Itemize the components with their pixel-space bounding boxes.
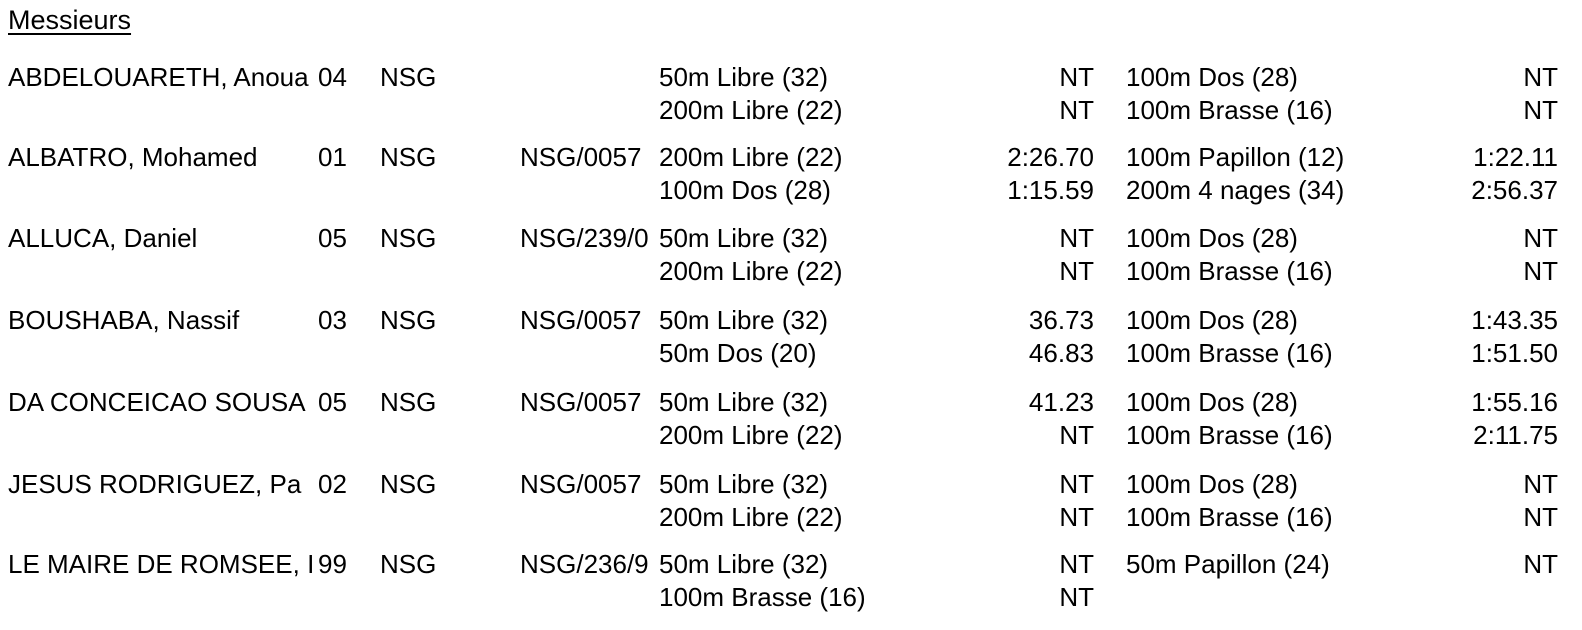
swimmer-entry: JESUS RODRIGUEZ, Pa 02 NSG NSG/0057 50m … <box>0 468 1582 538</box>
swimmer-club: NSG <box>380 305 437 335</box>
event-name: 100m Brasse (16) <box>1126 502 1333 532</box>
event-time: 2:56.37 <box>1471 175 1558 205</box>
event-time: 46.83 <box>1028 338 1094 368</box>
swimmer-age: 03 <box>318 305 347 335</box>
event-time <box>1400 581 1558 613</box>
swimmer-age: 04 <box>318 62 347 92</box>
event-time: NT <box>1059 62 1094 92</box>
event-time: 36.73 <box>1028 305 1094 335</box>
swimmer-license: NSG/236/9 <box>520 549 649 579</box>
swimmer-entry: ALLUCA, Daniel 05 NSG NSG/239/0 50m Libr… <box>0 222 1582 292</box>
swimmer-name: BOUSHABA, Nassif <box>8 305 240 335</box>
event-name: 100m Dos (28) <box>1126 387 1298 417</box>
swimmer-name: ALLUCA, Daniel <box>8 223 198 253</box>
event-time: 1:22.11 <box>1473 142 1558 172</box>
event-time: NT <box>1059 502 1094 532</box>
event-name <box>1126 581 1426 613</box>
section-title: Messieurs <box>8 5 132 35</box>
event-name: 100m Brasse (16) <box>1126 256 1333 286</box>
swimmer-age: 05 <box>318 387 347 417</box>
event-time: NT <box>1059 420 1094 450</box>
event-name: 200m Libre (22) <box>659 502 843 532</box>
event-time: 41.23 <box>1028 387 1094 417</box>
swimmer-name: DA CONCEICAO SOUSA <box>8 387 306 417</box>
event-name: 100m Brasse (16) <box>659 582 866 612</box>
event-name: 200m Libre (22) <box>659 256 843 286</box>
event-name: 50m Libre (32) <box>659 549 829 579</box>
swimmer-club: NSG <box>380 223 437 253</box>
event-time: 2:11.75 <box>1473 420 1558 450</box>
event-time: 1:55.16 <box>1471 387 1558 417</box>
swimmer-license: NSG/0057 <box>520 469 642 499</box>
event-time: 1:15.59 <box>1007 175 1094 205</box>
swimmer-club: NSG <box>380 142 437 172</box>
event-name: 200m Libre (22) <box>659 95 843 125</box>
event-name: 50m Dos (20) <box>659 338 817 368</box>
event-time: NT <box>1059 549 1094 579</box>
swimmer-entry: BOUSHABA, Nassif 03 NSG NSG/0057 50m Lib… <box>0 304 1582 374</box>
swimmer-club: NSG <box>380 387 437 417</box>
swimmer-name: ALBATRO, Mohamed <box>8 142 258 172</box>
event-time: NT <box>1059 223 1094 253</box>
swimmer-license <box>520 61 658 93</box>
event-time: 1:51.50 <box>1471 338 1558 368</box>
event-name: 50m Papillon (24) <box>1126 549 1330 579</box>
event-name: 50m Libre (32) <box>659 223 829 253</box>
event-name: 50m Libre (32) <box>659 469 829 499</box>
swimmer-license: NSG/0057 <box>520 305 642 335</box>
event-time: NT <box>1523 256 1558 286</box>
event-time: NT <box>1523 469 1558 499</box>
event-name: 50m Libre (32) <box>659 62 829 92</box>
swimmer-name: JESUS RODRIGUEZ, Pa <box>8 469 302 499</box>
event-name: 100m Papillon (12) <box>1126 142 1345 172</box>
event-time: NT <box>1523 95 1558 125</box>
swimmer-entry: LE MAIRE DE ROMSEE, I 99 NSG NSG/236/9 5… <box>0 548 1582 618</box>
event-name: 100m Dos (28) <box>659 175 831 205</box>
event-name: 50m Libre (32) <box>659 387 829 417</box>
event-name: 50m Libre (32) <box>659 305 829 335</box>
event-name: 100m Dos (28) <box>1126 62 1298 92</box>
swimmer-entry: ALBATRO, Mohamed 01 NSG NSG/0057 200m Li… <box>0 141 1582 211</box>
event-time: NT <box>1523 502 1558 532</box>
event-time: NT <box>1523 549 1558 579</box>
event-name: 100m Dos (28) <box>1126 223 1298 253</box>
swimmer-age: 05 <box>318 223 347 253</box>
event-time: NT <box>1059 469 1094 499</box>
event-name: 200m Libre (22) <box>659 142 843 172</box>
swimmer-name: LE MAIRE DE ROMSEE, I <box>8 549 315 579</box>
event-time: NT <box>1523 223 1558 253</box>
swimmer-name: ABDELOUARETH, Anoua <box>8 62 309 92</box>
event-name: 100m Dos (28) <box>1126 469 1298 499</box>
event-time: NT <box>1059 582 1094 612</box>
event-name: 200m 4 nages (34) <box>1126 175 1345 205</box>
event-time: 2:26.70 <box>1007 142 1094 172</box>
event-name: 200m Libre (22) <box>659 420 843 450</box>
event-time: NT <box>1059 256 1094 286</box>
event-name: 100m Brasse (16) <box>1126 95 1333 125</box>
event-name: 100m Brasse (16) <box>1126 338 1333 368</box>
swimmer-age: 02 <box>318 469 347 499</box>
event-time: NT <box>1059 95 1094 125</box>
swimmer-age: 99 <box>318 549 347 579</box>
event-name: 100m Dos (28) <box>1126 305 1298 335</box>
swimmer-license: NSG/0057 <box>520 387 642 417</box>
swimmer-license: NSG/239/0 <box>520 223 649 253</box>
swimmer-entry: DA CONCEICAO SOUSA 05 NSG NSG/0057 50m L… <box>0 386 1582 456</box>
swimmer-license: NSG/0057 <box>520 142 642 172</box>
swimmer-club: NSG <box>380 469 437 499</box>
swimmer-age: 01 <box>318 142 347 172</box>
event-time: NT <box>1523 62 1558 92</box>
event-name: 100m Brasse (16) <box>1126 420 1333 450</box>
swimmer-club: NSG <box>380 62 437 92</box>
swimmer-entry: ABDELOUARETH, Anoua 04 NSG 50m Libre (32… <box>0 61 1582 131</box>
event-time: 1:43.35 <box>1471 305 1558 335</box>
swimmer-club: NSG <box>380 549 437 579</box>
